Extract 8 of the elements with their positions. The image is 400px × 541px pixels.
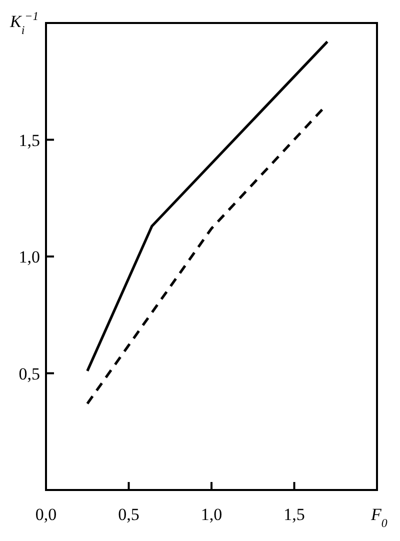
x-tick-label: 1,5 [284, 505, 305, 524]
x-tick-label: 0,5 [118, 505, 140, 524]
x-tick-label: 1,0 [200, 505, 222, 524]
y-tick-label: 1,5 [18, 130, 40, 150]
y-tick-label: 1,0 [18, 248, 40, 266]
x-tick-label: 0,0 [35, 505, 57, 524]
x-axis-title: F$_{0}$ [370, 505, 388, 530]
y-tick-label: 0,5 [18, 364, 40, 384]
